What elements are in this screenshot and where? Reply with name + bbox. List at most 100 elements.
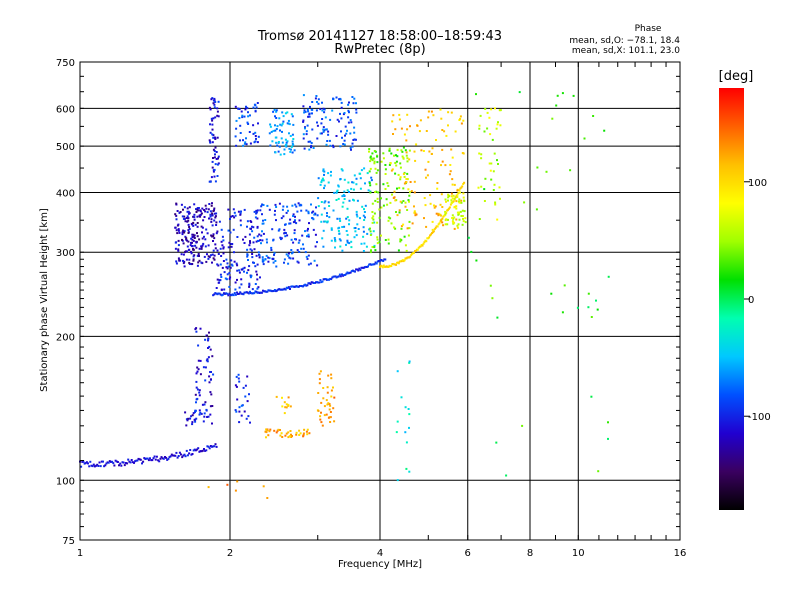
data-point — [252, 124, 255, 127]
data-point — [270, 246, 273, 249]
data-point — [193, 254, 196, 257]
data-point — [199, 215, 202, 218]
data-point — [450, 148, 453, 151]
data-point — [217, 100, 220, 103]
data-point — [247, 115, 250, 118]
data-point — [116, 461, 119, 463]
data-point — [463, 210, 466, 213]
data-point — [246, 271, 248, 274]
data-point — [320, 181, 323, 184]
data-point — [267, 289, 270, 292]
data-point — [371, 246, 374, 248]
data-point — [343, 225, 346, 228]
data-point — [247, 292, 250, 295]
data-point — [313, 282, 316, 284]
data-point — [497, 121, 499, 124]
data-point — [281, 130, 283, 133]
data-point — [484, 107, 487, 110]
data-point — [406, 160, 409, 163]
data-point — [347, 109, 350, 112]
data-point — [353, 131, 356, 134]
data-point — [265, 290, 268, 293]
data-point — [259, 276, 261, 279]
data-point — [367, 265, 369, 268]
data-point — [381, 259, 384, 262]
data-point — [225, 278, 228, 281]
x-tick-label: 1 — [77, 548, 83, 559]
data-point — [178, 259, 181, 262]
data-point — [336, 217, 339, 220]
data-point — [371, 217, 374, 220]
data-point — [346, 233, 349, 236]
data-point — [426, 174, 429, 177]
data-point — [359, 172, 362, 175]
data-point — [432, 230, 435, 233]
data-point — [334, 239, 337, 242]
data-point — [576, 306, 579, 309]
data-point — [234, 288, 237, 291]
data-point — [341, 169, 344, 172]
data-point — [545, 170, 548, 173]
data-point — [405, 467, 408, 470]
data-point — [120, 464, 123, 467]
data-point — [256, 217, 259, 220]
data-point — [93, 465, 96, 468]
data-point — [254, 290, 257, 293]
data-point — [371, 211, 374, 213]
data-point — [269, 123, 272, 126]
data-point — [408, 200, 410, 203]
data-point — [331, 276, 334, 279]
data-point — [450, 111, 453, 114]
data-point — [441, 206, 444, 208]
data-point — [248, 284, 251, 287]
data-point — [450, 195, 453, 198]
data-point — [404, 149, 407, 152]
data-point — [206, 211, 209, 214]
data-point — [402, 146, 405, 149]
data-point — [321, 178, 324, 181]
data-point — [168, 456, 171, 459]
data-point — [322, 397, 325, 400]
data-point — [210, 254, 212, 257]
data-point — [241, 114, 244, 117]
data-point — [256, 278, 259, 281]
data-point — [188, 248, 191, 251]
data-point — [297, 202, 300, 205]
data-point — [281, 141, 284, 144]
data-point — [274, 209, 276, 212]
data-point — [284, 231, 286, 234]
data-point — [343, 178, 346, 181]
data-point — [326, 220, 329, 223]
data-point — [233, 216, 236, 219]
data-point — [410, 254, 413, 257]
data-point — [373, 212, 376, 215]
data-point — [226, 292, 229, 295]
data-point — [261, 256, 264, 259]
data-point — [291, 140, 294, 143]
data-point — [216, 230, 219, 233]
data-point — [402, 156, 405, 159]
data-point — [303, 147, 306, 150]
data-point — [191, 421, 194, 424]
data-point — [198, 238, 201, 241]
data-point — [295, 205, 298, 208]
data-point — [452, 194, 455, 197]
data-point — [403, 171, 406, 174]
data-point — [243, 142, 246, 145]
data-point — [395, 160, 398, 163]
data-point — [398, 211, 401, 214]
data-point — [209, 413, 212, 416]
data-point — [298, 219, 301, 222]
data-point — [180, 253, 183, 256]
data-point — [244, 141, 247, 144]
data-point — [204, 379, 207, 382]
data-point — [184, 455, 187, 458]
data-point — [188, 258, 191, 261]
data-point — [264, 258, 267, 261]
data-point — [197, 368, 200, 371]
data-point — [203, 216, 206, 218]
data-point — [246, 220, 249, 223]
data-point — [362, 266, 365, 269]
data-point — [189, 449, 192, 451]
data-point — [195, 246, 198, 249]
